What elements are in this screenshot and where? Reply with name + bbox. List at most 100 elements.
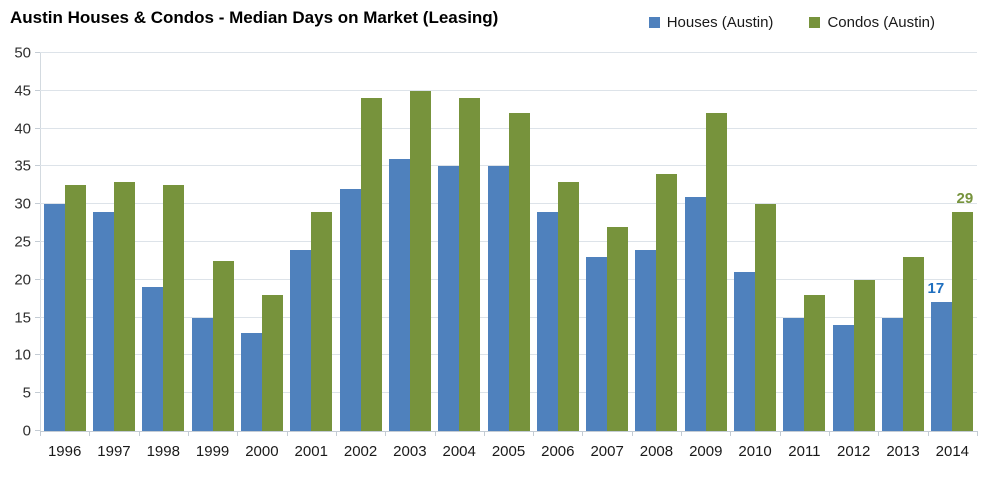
y-axis-label-25: 25 (14, 233, 31, 251)
gridline-50 (40, 52, 977, 53)
y-axis-tick-0 (35, 430, 40, 431)
x-axis-tick (533, 431, 534, 436)
x-axis-label-2010: 2010 (738, 443, 772, 460)
x-axis-label-2002: 2002 (343, 443, 378, 460)
bar-condos-2006 (557, 181, 579, 431)
bar-houses-1997 (92, 211, 114, 431)
bar-condos-2009 (705, 113, 727, 431)
bar-condos-1999 (212, 260, 234, 431)
legend-item-condos: Condos (Austin) (809, 14, 935, 31)
bar-condos-2007 (607, 226, 629, 431)
x-axis-label-2009: 2009 (689, 443, 723, 460)
bar-houses-2000 (240, 332, 262, 431)
bar-condos-2003 (409, 90, 431, 431)
plot-area: 0 5 10 15 20 25 30 35 40 45 50 1996 1997 1998 1999 2000… (14, 45, 978, 460)
x-axis-label-1999: 1999 (195, 443, 230, 460)
condos-legend-swatch-icon (809, 17, 821, 28)
y-axis-label-5: 5 (22, 384, 31, 402)
y-axis-tick-35 (35, 165, 40, 167)
y-axis-tick-25 (35, 241, 40, 242)
x-axis-tick (829, 431, 830, 436)
bar-condos-2012 (853, 279, 875, 431)
x-axis-label-2013: 2013 (886, 443, 920, 460)
bar-houses-2008 (635, 249, 657, 431)
bar-condos-1998 (163, 185, 185, 431)
y-axis-tick-5 (35, 392, 40, 394)
y-axis-label-10: 10 (14, 346, 31, 364)
gridline-45 (40, 89, 977, 91)
bar-condos-2004 (459, 98, 481, 431)
x-axis-tick (730, 431, 731, 436)
bar-houses-1996 (43, 204, 65, 431)
houses-legend-swatch-icon (648, 17, 660, 28)
y-axis-label-45: 45 (14, 82, 31, 100)
x-axis-label-1997: 1997 (97, 443, 131, 460)
bar-condos-2013 (903, 257, 925, 431)
y-axis-label-0: 0 (22, 422, 31, 440)
data-label-17: 17 (927, 280, 945, 298)
bar-houses-1999 (191, 317, 213, 431)
y-axis-label-20: 20 (14, 271, 31, 289)
x-axis-tick (780, 431, 781, 436)
x-axis-label-2001: 2001 (294, 443, 328, 460)
bar-condos-2011 (804, 294, 826, 431)
data-label-29: 29 (956, 189, 974, 207)
x-axis-tick (139, 431, 140, 436)
bar-condos-2002 (360, 98, 382, 431)
bar-houses-1998 (142, 287, 164, 431)
bar-condos-1997 (113, 181, 135, 431)
x-axis-tick (188, 431, 189, 436)
bar-houses-2004 (438, 166, 460, 431)
bar-houses-2001 (290, 249, 312, 431)
x-axis-tick (435, 431, 436, 436)
x-axis-tick (385, 431, 386, 436)
bar-condos-1996 (64, 185, 86, 431)
x-axis-tick (632, 431, 633, 436)
x-axis-label-2000: 2000 (245, 443, 279, 460)
x-axis-tick (484, 431, 485, 436)
x-axis-label-2011: 2011 (788, 443, 821, 460)
y-axis-tick-50 (35, 52, 40, 53)
x-axis-label-2003: 2003 (393, 443, 427, 460)
legend: Houses (Austin) Condos (Austin) (648, 14, 935, 31)
bar-condos-2010 (755, 204, 777, 431)
y-axis-label-50: 50 (14, 44, 31, 62)
bar-houses-2009 (684, 196, 706, 431)
y-axis-tick-10 (35, 354, 40, 356)
x-axis-label-1998: 1998 (146, 443, 180, 460)
bar-houses-2005 (487, 166, 509, 431)
x-axis-line (40, 431, 977, 432)
x-axis-tick (89, 431, 90, 436)
x-axis-label-2012: 2012 (837, 443, 871, 460)
x-axis-label-2006: 2006 (541, 443, 575, 460)
x-axis-tick (977, 431, 978, 436)
bar-condos-2000 (261, 294, 283, 431)
y-axis-label-35: 35 (14, 157, 31, 175)
bar-houses-2013 (882, 317, 904, 431)
bar-houses-2011 (783, 317, 805, 431)
x-axis-label-2007: 2007 (590, 443, 624, 460)
y-axis-tick-20 (35, 278, 40, 280)
y-axis-line (40, 53, 41, 431)
legend-label-houses: Houses (Austin) (666, 14, 774, 31)
bar-houses-2012 (832, 325, 854, 431)
x-axis-tick (928, 431, 929, 436)
x-axis-tick (237, 431, 238, 436)
y-axis-label-15: 15 (14, 309, 31, 327)
legend-item-houses: Houses (Austin) (648, 14, 774, 31)
bar-houses-2010 (734, 272, 756, 431)
bar-houses-2002 (339, 189, 361, 431)
y-axis-label-30: 30 (14, 195, 31, 213)
bar-condos-2014 (952, 211, 974, 431)
x-axis-tick (878, 431, 879, 436)
x-axis-tick (287, 431, 288, 436)
y-axis-tick-30 (35, 203, 40, 205)
y-axis-tick-15 (35, 316, 40, 318)
bar-condos-2005 (508, 113, 530, 431)
x-axis-label-2005: 2005 (491, 443, 526, 460)
x-axis-label-2008: 2008 (639, 443, 674, 460)
x-axis-label-1996: 1996 (47, 443, 82, 460)
y-axis-tick-45 (35, 89, 40, 91)
y-axis-label-40: 40 (14, 120, 31, 138)
